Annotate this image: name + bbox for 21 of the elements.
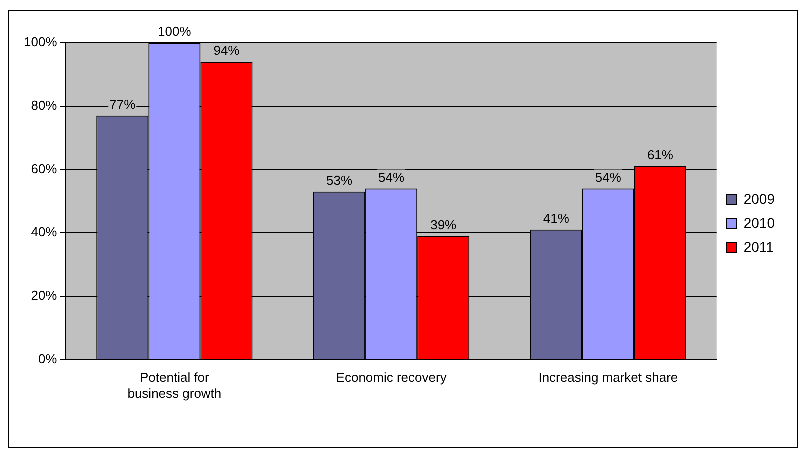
data-label: 39% [430, 217, 458, 232]
y-tick-label: 60% [31, 161, 58, 176]
x-tick-label: Increasing market share [538, 370, 678, 386]
y-tick-label: 0% [38, 351, 58, 366]
data-label: 94% [214, 43, 240, 58]
data-label: 61% [647, 148, 674, 163]
x-tick-label: Economic recovery [336, 370, 448, 386]
data-label: 54% [378, 170, 405, 185]
data-label: 41% [543, 210, 570, 226]
legend-label: 2010 [744, 214, 776, 231]
data-label: 53% [326, 172, 353, 188]
data-label: 100% [158, 24, 192, 40]
legend-label: 2009 [744, 190, 776, 207]
y-tick-label: 80% [31, 98, 58, 113]
x-tick-label: Potential for business growth [128, 370, 222, 401]
y-tick-label: 40% [31, 224, 58, 240]
y-tick-label: 100% [24, 34, 58, 50]
y-tick-label: 20% [31, 288, 58, 304]
legend-label: 2011 [744, 238, 774, 255]
data-label: 77% [110, 96, 136, 112]
data-label: 54% [595, 170, 622, 185]
